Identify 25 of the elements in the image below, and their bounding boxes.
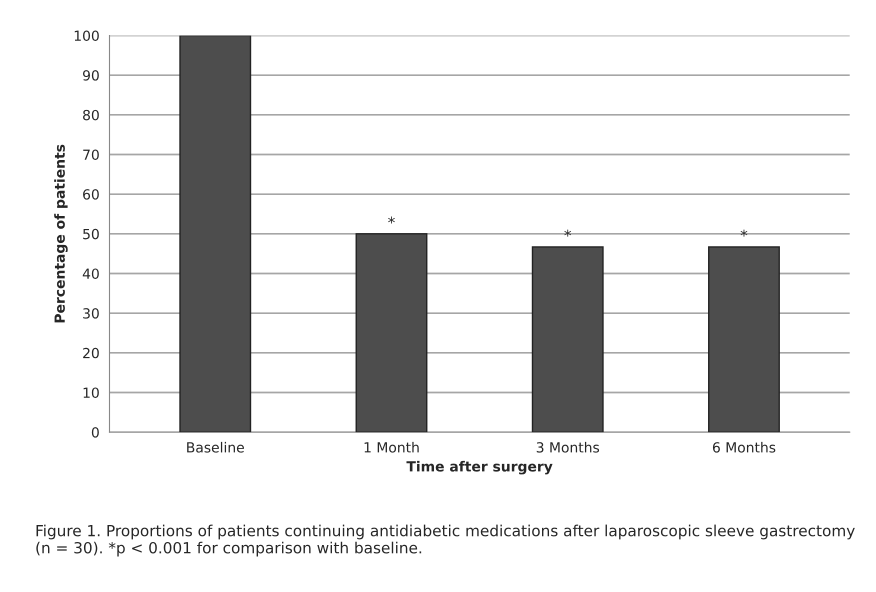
y-tick-label: 0 <box>92 427 99 438</box>
bar <box>356 233 428 432</box>
y-axis-title: Percentage of patients <box>54 144 68 322</box>
caption: Figure 1. Proportions of patients continuing antidiabetic medications after laparoscopic sleeve gastrectomy (n = 30). *p < 0.001 for comparison with baseline. <box>36 524 855 556</box>
y-tick-label: 60 <box>83 189 99 200</box>
x-tick-label: 6 Months <box>712 442 776 453</box>
y-tick-label: 40 <box>82 268 99 279</box>
x-tick-label: 3 Months <box>536 442 600 453</box>
y-tick-label: 70 <box>83 149 99 160</box>
bar <box>532 246 604 432</box>
bar <box>708 246 780 432</box>
annotation: * <box>564 230 572 237</box>
y-tick-label: 30 <box>83 308 99 319</box>
y-tick-label: 20 <box>83 348 99 358</box>
bar <box>179 36 252 432</box>
y-tick-label: 90 <box>82 70 99 81</box>
annotation: * <box>388 216 395 224</box>
y-tick-label: 100 <box>74 30 99 41</box>
y-tick-label: 10 <box>84 387 99 398</box>
x-axis-title: Time after surgery <box>406 460 553 474</box>
x-tick-label: 1 Month <box>364 442 419 453</box>
x-tick-label: Baseline <box>187 442 244 453</box>
y-tick-label: 80 <box>83 110 99 120</box>
y-tick-label: 50 <box>83 228 99 240</box>
annotation: * <box>740 230 748 237</box>
